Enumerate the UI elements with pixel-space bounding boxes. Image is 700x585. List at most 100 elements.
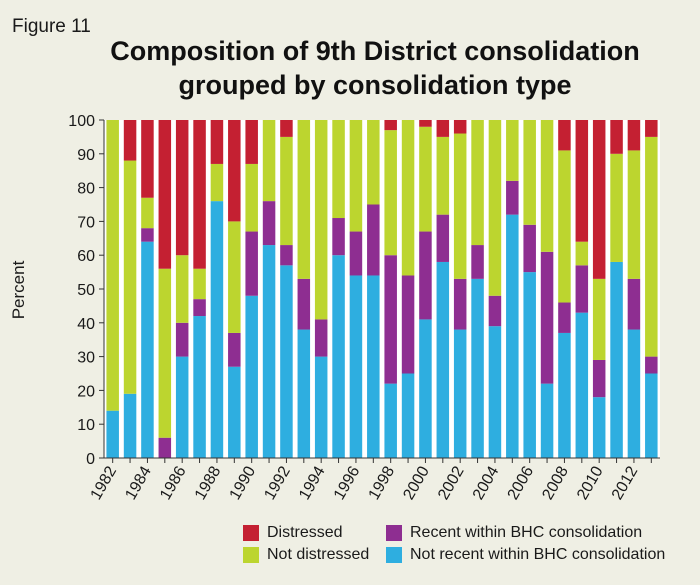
- bar-segment: [610, 261, 623, 458]
- bar-segment: [401, 120, 415, 276]
- bar-segment: [314, 319, 328, 357]
- bar-segment: [488, 295, 502, 327]
- chart-title: Composition of 9th District consolidatio…: [70, 34, 680, 102]
- bar-segment: [575, 241, 589, 266]
- x-tick-label: 2010: [574, 463, 607, 502]
- bar-segment: [419, 319, 432, 458]
- bar-segment: [123, 160, 137, 394]
- bar-segment: [158, 120, 172, 269]
- chart-title-line-1: Composition of 9th District consolidatio…: [110, 36, 640, 66]
- x-tick-label: 1992: [261, 463, 294, 502]
- bar-segment: [471, 120, 484, 246]
- bar-segment: [297, 329, 311, 458]
- bar-segment: [592, 278, 606, 360]
- y-tick-label: 60: [77, 248, 95, 265]
- bar-segment: [436, 261, 450, 458]
- x-tick-label: 2004: [470, 463, 503, 502]
- bar-segment: [384, 120, 397, 131]
- y-tick-label: 90: [77, 147, 95, 164]
- x-tick-label: 1982: [88, 463, 121, 502]
- legend-item: Recent within BHC consolidation: [386, 524, 642, 542]
- legend-label: Not recent within BHC consolidation: [410, 546, 666, 563]
- bar-segment: [123, 120, 137, 161]
- bar-segment: [245, 295, 258, 458]
- bar-segment: [453, 120, 467, 134]
- bar-segment: [349, 120, 363, 232]
- bar-segment: [575, 120, 589, 242]
- bar-segment: [627, 329, 641, 458]
- bar-segment: [193, 316, 206, 458]
- x-tick-label: 1984: [122, 463, 155, 502]
- bar-segment: [384, 130, 397, 256]
- bar-segment: [210, 163, 224, 202]
- bar-segment: [506, 120, 519, 181]
- bar-segment: [175, 322, 189, 357]
- bar-segment: [141, 197, 154, 229]
- bar-segment: [558, 120, 571, 151]
- x-tick-label: 1994: [296, 463, 329, 502]
- bar-segment: [506, 180, 519, 215]
- bar-segment: [523, 120, 536, 225]
- bar-segment: [610, 153, 623, 262]
- bar-segment: [523, 224, 536, 273]
- bar-segment: [262, 120, 276, 202]
- bar-segment: [506, 214, 519, 458]
- bar-segment: [627, 278, 641, 330]
- legend-item: Not distressed: [243, 546, 369, 564]
- bar-segment: [332, 120, 345, 219]
- bar-segment: [540, 120, 554, 252]
- bar-segment: [558, 150, 571, 303]
- bar-segment: [175, 120, 189, 256]
- bar-segment: [471, 278, 484, 458]
- bar-segment: [280, 136, 293, 246]
- bar-segment: [297, 120, 311, 279]
- bar-segment: [453, 133, 467, 279]
- bar-segment: [175, 356, 189, 458]
- bar-segment: [436, 120, 450, 137]
- x-tick-label: 2002: [435, 463, 468, 502]
- bar-segment: [575, 312, 589, 458]
- bar-segment: [558, 302, 571, 333]
- bar-segment: [228, 332, 241, 367]
- y-tick-label: 40: [77, 316, 95, 333]
- legend-item: Distressed: [243, 524, 343, 542]
- bar-segment: [645, 136, 658, 357]
- legend-label: Not distressed: [267, 546, 370, 563]
- bar-segment: [280, 120, 293, 137]
- bar-segment: [193, 299, 206, 317]
- bar-segment: [210, 120, 224, 164]
- bar-segment: [592, 359, 606, 398]
- bar-segment: [453, 329, 467, 458]
- legend-swatch: [386, 547, 402, 563]
- y-tick-label: 20: [77, 383, 95, 400]
- legend-swatch: [243, 525, 259, 541]
- x-tick-label: 2000: [400, 463, 433, 502]
- bar-segment: [262, 245, 276, 458]
- bar-segment: [245, 120, 258, 164]
- bar-segment: [158, 268, 172, 438]
- bar-segment: [262, 201, 276, 246]
- bar-segment: [228, 221, 241, 333]
- x-tick-label: 2012: [609, 463, 642, 502]
- x-tick-label: 1990: [227, 463, 260, 502]
- bar-segment: [401, 373, 415, 458]
- y-tick-label: 70: [77, 214, 95, 231]
- bar-segment: [245, 231, 258, 296]
- x-tick-label: 1998: [366, 463, 399, 502]
- bar-segment: [332, 255, 345, 458]
- bar-segment: [610, 120, 623, 154]
- bar-segment: [592, 120, 606, 279]
- bar-segment: [158, 437, 172, 458]
- bar-segment: [419, 231, 432, 320]
- bar-segment: [401, 275, 415, 374]
- y-tick-label: 80: [77, 181, 95, 198]
- bar-segment: [367, 275, 380, 458]
- bar-segment: [141, 228, 154, 242]
- bar-segment: [645, 356, 658, 374]
- bar-segment: [106, 120, 119, 411]
- bar-segment: [175, 255, 189, 323]
- bar-segment: [314, 120, 328, 320]
- bar-segment: [245, 163, 258, 232]
